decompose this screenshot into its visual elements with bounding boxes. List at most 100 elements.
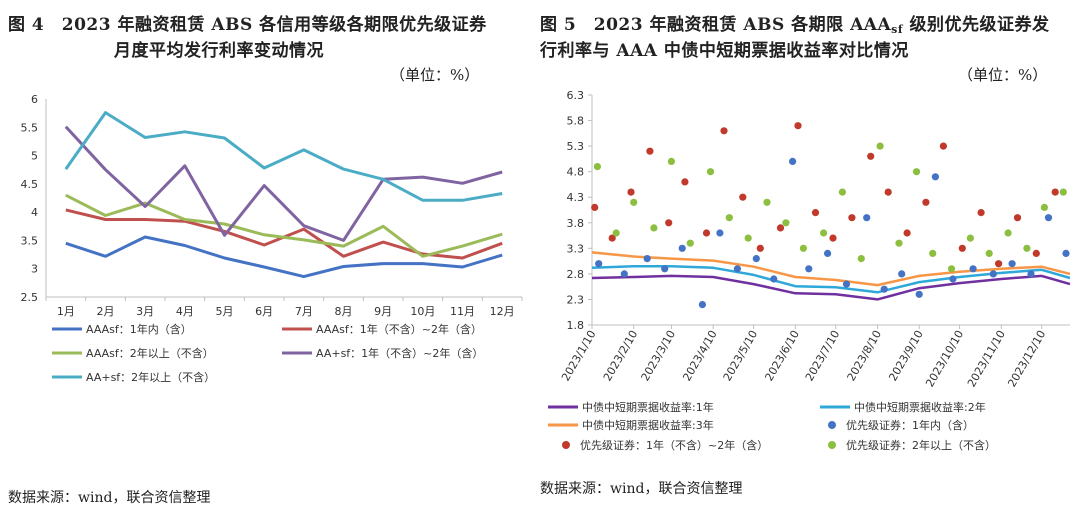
left-series-line: [64, 125, 503, 242]
left-y-tick-label: 6: [31, 93, 38, 106]
right-scatter-point: [763, 198, 771, 206]
right-scatter-points: [591, 122, 1070, 309]
right-scatter-point: [838, 188, 846, 196]
right-scatter-point: [789, 157, 797, 165]
right-x-tick-label: 2023/11/10: [965, 328, 1008, 389]
right-scatter-point: [595, 260, 603, 268]
left-x-tick-label: 2月: [97, 305, 115, 318]
right-x-tick-label: 2023/2/10: [601, 328, 640, 383]
right-scatter-point: [725, 214, 733, 222]
left-y-tick-label: 3: [31, 263, 38, 276]
right-x-tick-label: 2023/7/10: [803, 328, 842, 383]
right-scatter-point: [876, 142, 884, 150]
right-scatter-point: [842, 280, 851, 288]
right-scatter-point: [1062, 249, 1070, 257]
left-x-tick-label: 8月: [335, 305, 353, 318]
right-scatter-point: [898, 270, 906, 278]
right-x-tick-label: 2023/6/10: [762, 328, 801, 383]
right-y-tick-label: 4.8: [567, 166, 585, 179]
left-x-tick-label: 7月: [295, 305, 313, 318]
left-x-tick-label: 1月: [57, 305, 75, 318]
left-x-tick-label: 9月: [374, 305, 392, 318]
right-y-tick-label: 2.8: [567, 268, 585, 281]
left-y-axis: 2.5 3 3.5 4 4.5 5 5.5 6: [21, 93, 47, 304]
right-title-suffix: 级别优先级证券发: [903, 15, 1050, 35]
left-x-axis: 1月 2月 3月 4月 5月 6月 7月 8月 9月 10月 11月 12月: [45, 296, 523, 318]
right-scatter-point: [1040, 203, 1048, 211]
right-scatter-point: [608, 234, 616, 242]
right-x-tick-label: 2023/3/10: [639, 328, 678, 383]
right-scatter-point: [915, 290, 923, 298]
right-x-tick-label: 2023/9/10: [886, 328, 925, 383]
right-scatter-point: [678, 244, 686, 252]
right-y-axis: 1.8 2.3 2.8 3.3 3.8 4.3 4.8 5.3 5.8 6.3: [567, 89, 593, 332]
left-series-line: [64, 111, 503, 202]
right-scatter-point: [989, 270, 997, 278]
left-y-tick-label: 4.5: [21, 178, 39, 191]
right-scatter-point: [1023, 244, 1031, 252]
right-scatter-point: [1032, 249, 1040, 257]
right-title-prefix: 图 5 2023 年融资租赁 ABS 各期限 AAA: [540, 15, 892, 35]
right-scatter-point: [985, 249, 993, 257]
right-x-tick-label: 2023/12/10: [1005, 328, 1048, 389]
right-scatter-chart: 1.8 2.3 2.8 3.3 3.8 4.3 4.8 5.3 5.8 6.3 2023/1/10…: [548, 89, 1071, 452]
right-scatter-point: [1004, 229, 1012, 237]
right-y-tick-label: 3.8: [567, 217, 585, 230]
right-scatter-point: [686, 239, 694, 247]
right-scatter-point: [1059, 188, 1067, 196]
right-scatter-point: [939, 142, 947, 150]
right-scatter-point: [665, 219, 673, 227]
right-scatter-point: [794, 122, 802, 130]
right-scatter-point: [995, 260, 1003, 268]
right-y-tick-label: 2.3: [567, 293, 585, 306]
right-chart-title-line2: 行利率与 AAA 中债中短期票据收益率对比情况: [540, 41, 909, 61]
right-legend-dot-label: 优先级证券：1年内（含）: [846, 418, 974, 432]
right-scatter-point: [966, 234, 974, 242]
right-scatter-point: [630, 198, 638, 206]
right-scatter-point: [929, 249, 937, 257]
right-scatter-point: [650, 224, 658, 232]
right-y-tick-label: 1.8: [567, 319, 585, 332]
right-x-tick-label: 2023/1/10: [559, 328, 598, 383]
right-scatter-point: [958, 244, 966, 252]
right-scatter-point: [895, 239, 903, 247]
left-legend-label: AAAsf：1年内（含）: [86, 322, 192, 336]
right-legend-dot-label: 优先级证券：1年（不含）~2年（含）: [580, 438, 768, 452]
right-scatter-point: [646, 147, 654, 155]
right-yield-line: [591, 274, 1071, 301]
right-scatter-point: [857, 255, 865, 263]
left-series-line: [65, 208, 503, 260]
right-scatter-point: [593, 163, 601, 171]
left-y-tick-label: 2.5: [21, 291, 39, 304]
left-series-line: [65, 193, 503, 258]
left-legend-label: AAAsf：2年以上（不含）: [86, 346, 214, 360]
right-legend-line-label: 中债中短期票据收益率:1年: [582, 400, 714, 414]
left-x-tick-label: 4月: [176, 305, 194, 318]
right-title-subscript: sf: [891, 23, 904, 36]
right-scatter-point: [1044, 214, 1053, 222]
right-scatter-point: [863, 214, 871, 222]
left-x-tick-label: 10月: [410, 305, 435, 318]
right-scatter-point: [661, 265, 669, 273]
right-scatter-point: [824, 249, 832, 257]
right-scatter-point: [591, 203, 599, 211]
right-scatter-point: [903, 229, 911, 237]
right-scatter-point: [867, 152, 875, 160]
right-scatter-point: [702, 229, 711, 237]
right-scatter-point: [947, 265, 956, 273]
right-scatter-point: [782, 219, 790, 227]
left-chart-title-line2: 月度平均发行利率变动情况: [114, 41, 324, 61]
right-scatter-point: [620, 270, 628, 278]
right-scatter-point: [912, 168, 921, 176]
right-legend-line-label: 中债中短期票据收益率:3年: [582, 418, 714, 432]
right-scatter-point: [931, 173, 939, 181]
right-scatter-point: [720, 127, 728, 135]
right-scatter-point: [667, 157, 675, 165]
left-y-tick-label: 3.5: [21, 234, 39, 247]
right-y-tick-label: 5.3: [567, 140, 585, 153]
left-legend-label: AA+sf：2年以上（不含）: [86, 370, 215, 384]
left-source-note: 数据来源：wind，联合资信整理: [8, 490, 211, 506]
left-series-line: [65, 235, 503, 279]
right-scatter-point: [752, 255, 760, 263]
